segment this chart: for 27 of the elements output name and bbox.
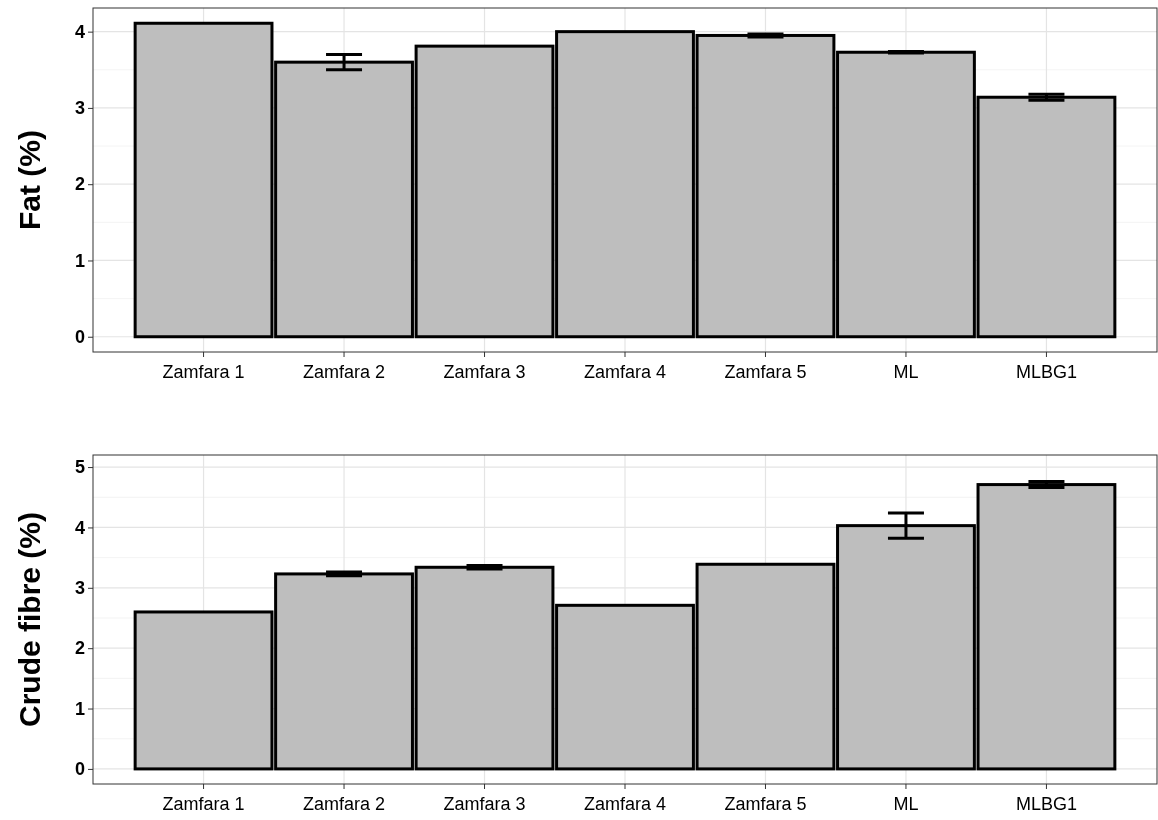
y-tick-label: 0 [74, 327, 85, 348]
y-tick-label: 3 [74, 578, 85, 599]
y-axis-title: Fat (%) [13, 130, 46, 230]
x-tick-label: Zamfara 3 [443, 794, 526, 814]
y-tick-label: 0 [74, 759, 85, 780]
x-tick-label: Zamfara 5 [724, 362, 807, 382]
y-tick-label: 1 [74, 250, 85, 271]
y-tick-label: 4 [74, 517, 85, 538]
x-tick-label: MLBG1 [1015, 362, 1077, 382]
x-tick-label: Zamfara 4 [583, 794, 667, 814]
y-tick-label: 2 [74, 174, 85, 195]
x-tick-label: Zamfara 1 [162, 794, 245, 814]
y-tick-label: 4 [74, 21, 85, 42]
x-tick-label: Zamfara 1 [162, 362, 245, 382]
y-tick-label: 5 [74, 457, 85, 478]
y-tick-label: 3 [74, 98, 85, 119]
x-tick-label: Zamfara 2 [303, 794, 386, 814]
x-tick-label: Zamfara 3 [443, 362, 526, 382]
x-tick-label: MLBG1 [1015, 794, 1077, 814]
y-tick-label: 2 [74, 638, 85, 659]
y-tick-label: 1 [74, 698, 85, 719]
x-tick-label: ML [893, 794, 919, 814]
x-tick-label: Zamfara 4 [583, 362, 667, 382]
y-axis-title: Crude fibre (%) [13, 511, 46, 728]
x-tick-label: ML [893, 362, 919, 382]
x-tick-label: Zamfara 2 [303, 362, 386, 382]
x-tick-label: Zamfara 5 [724, 794, 807, 814]
